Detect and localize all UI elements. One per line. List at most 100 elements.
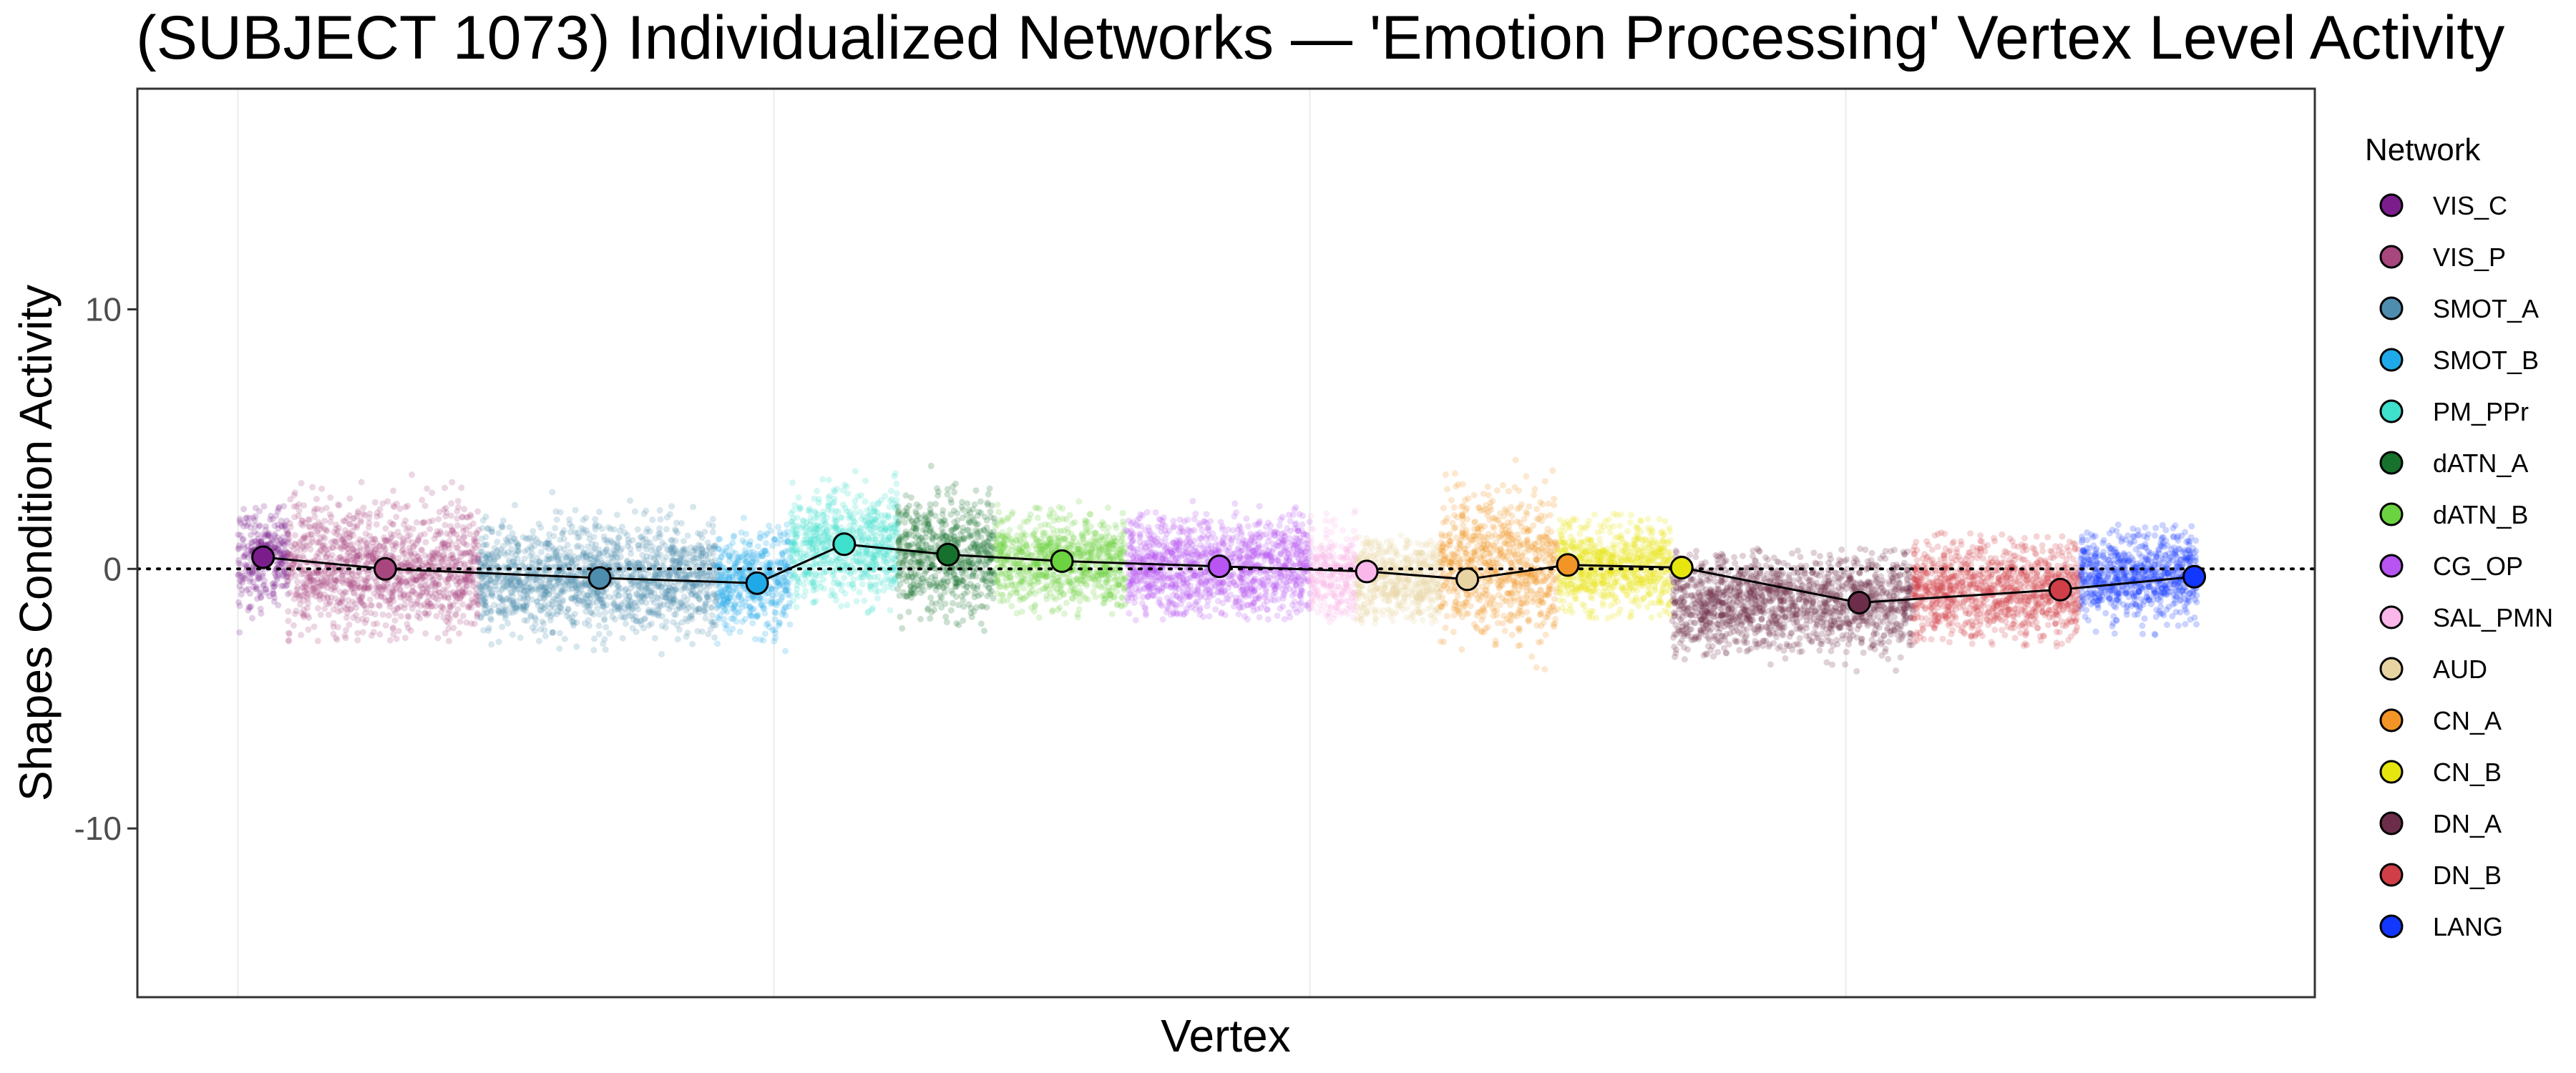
scatter-point (317, 534, 324, 542)
scatter-point (366, 514, 373, 521)
scatter-point (456, 630, 463, 637)
scatter-point (253, 585, 260, 592)
scatter-point (248, 544, 255, 551)
scatter-point (404, 620, 411, 627)
scatter-point (881, 554, 888, 562)
scatter-point (275, 525, 282, 532)
scatter-point (499, 599, 507, 606)
scatter-point (256, 508, 263, 515)
scatter-point (971, 594, 978, 601)
scatter-point (386, 519, 394, 526)
scatter-point (253, 570, 260, 577)
scatter-point (327, 599, 333, 606)
scatter-point (762, 539, 769, 547)
scatter-point (849, 554, 857, 561)
scatter-point (632, 508, 638, 515)
scatter-point (386, 637, 394, 644)
scatter-point (556, 580, 563, 587)
scatter-point (562, 562, 569, 569)
scatter-point (236, 515, 243, 522)
scatter-point (278, 559, 285, 567)
scatter-point (517, 635, 524, 641)
scatter-point (970, 583, 977, 590)
scatter-point (278, 572, 286, 579)
scatter-point (894, 586, 902, 593)
scatter-point (814, 526, 821, 533)
scatter-point (816, 580, 823, 587)
scatter-point (356, 544, 364, 552)
scatter-point (753, 614, 761, 621)
scatter-point (639, 552, 646, 559)
scatter-point (350, 515, 357, 522)
scatter-point (983, 604, 990, 611)
scatter-point (371, 611, 379, 618)
scatter-point (395, 627, 402, 635)
scatter-point (283, 577, 291, 584)
scatter-point (781, 558, 789, 564)
scatter-point (779, 594, 786, 601)
scatter-point (749, 554, 756, 562)
scatter-point (286, 520, 293, 526)
scatter-point (396, 577, 403, 584)
scatter-point (250, 579, 257, 586)
scatter-point (684, 532, 691, 539)
scatter-point (349, 546, 356, 553)
scatter-point (328, 594, 335, 601)
scatter-point (243, 515, 250, 521)
scatter-point (716, 546, 723, 552)
scatter-point (240, 552, 247, 559)
scatter-point (399, 540, 406, 547)
scatter-point (813, 509, 820, 516)
scatter-point (394, 605, 401, 612)
scatter-point (255, 576, 262, 583)
scatter-point (824, 526, 830, 534)
scatter-point (909, 574, 916, 581)
scatter-point (526, 534, 533, 542)
scatter-point (354, 617, 361, 624)
scatter-point (819, 539, 826, 546)
scatter-point (903, 504, 910, 511)
scatter-point (273, 574, 280, 581)
scatter-point (429, 489, 436, 496)
scatter-point (333, 636, 341, 643)
scatter-point (323, 554, 330, 560)
scatter-point (336, 533, 343, 540)
scatter-point (389, 542, 396, 549)
scatter-point (986, 485, 993, 492)
scatter-point (923, 520, 930, 527)
scatter-point (537, 524, 545, 531)
scatter-point (723, 625, 729, 632)
scatter-point (788, 576, 795, 583)
scatter-point (286, 637, 293, 644)
scatter-point (283, 573, 291, 580)
scatter-point (444, 542, 452, 549)
scatter-point (390, 531, 397, 539)
scatter-point (238, 591, 245, 598)
scatter-point (977, 498, 984, 505)
scatter-point (268, 540, 274, 547)
scatter-point (364, 544, 371, 552)
scatter-point (346, 578, 353, 585)
scatter-point (376, 631, 384, 638)
scatter-point (472, 535, 479, 542)
scatter-point (258, 539, 265, 546)
scatter-point (473, 538, 480, 545)
scatter-point (856, 589, 863, 596)
scatter-point (893, 480, 900, 487)
scatter-point (299, 522, 306, 529)
scatter-point (924, 606, 932, 613)
scatter-point (269, 587, 276, 594)
scatter-point (913, 501, 920, 508)
scatter-point (291, 610, 298, 617)
scatter-point (399, 574, 406, 582)
scatter-point (424, 598, 431, 605)
scatter-point (273, 536, 280, 544)
scatter-point (357, 599, 364, 607)
scatter-point (499, 623, 506, 630)
scatter-point (439, 603, 446, 610)
scatter-point (265, 541, 272, 548)
scatter-point (855, 549, 862, 556)
scatter-point (647, 554, 654, 561)
scatter-point (882, 576, 889, 583)
scatter-point (280, 534, 286, 541)
